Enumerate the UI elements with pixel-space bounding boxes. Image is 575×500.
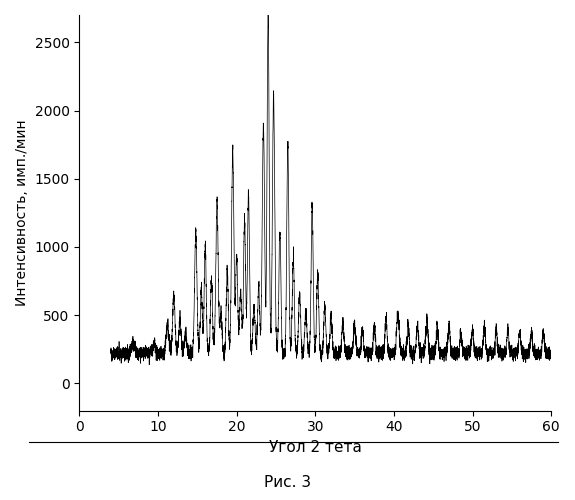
- Y-axis label: Интенсивность, имп./мин: Интенсивность, имп./мин: [15, 120, 29, 306]
- Text: Рис. 3: Рис. 3: [264, 475, 311, 490]
- X-axis label: Угол 2 тета: Угол 2 тета: [269, 440, 362, 455]
